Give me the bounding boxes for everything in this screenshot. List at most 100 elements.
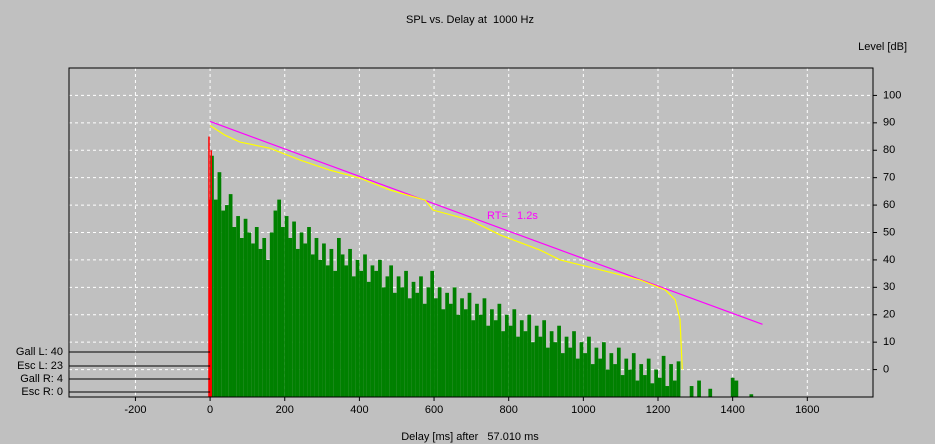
bar <box>333 270 337 397</box>
bar <box>299 232 304 397</box>
bar <box>284 216 289 397</box>
bar <box>519 320 524 397</box>
y-tick-label: 20 <box>883 309 895 321</box>
bar <box>672 380 677 397</box>
bar <box>594 347 599 397</box>
side-label: Gall R: 4 <box>20 373 63 385</box>
x-tick-label: 1600 <box>795 404 819 416</box>
x-tick-label: 600 <box>425 404 443 416</box>
bar <box>654 369 659 397</box>
bar <box>602 342 606 397</box>
x-tick-label: 800 <box>500 404 518 416</box>
bar <box>269 232 274 397</box>
bar <box>564 336 569 397</box>
bar <box>590 364 595 397</box>
bar <box>553 342 558 397</box>
y-tick-label: 70 <box>883 172 895 184</box>
bar <box>310 254 315 397</box>
y-tick-label: 10 <box>883 336 895 348</box>
bar <box>392 292 397 397</box>
x-tick-label: 200 <box>276 404 294 416</box>
bar <box>441 309 446 397</box>
bar <box>232 227 237 397</box>
bar <box>546 347 550 397</box>
bar <box>467 292 472 397</box>
bar <box>378 259 382 397</box>
bar <box>572 331 576 397</box>
bar <box>730 377 735 397</box>
bar <box>549 331 554 397</box>
bar <box>426 287 431 397</box>
bar <box>430 270 435 397</box>
x-tick-label: 400 <box>350 404 368 416</box>
bar <box>307 227 311 397</box>
side-label: Gall L: 40 <box>16 346 63 358</box>
bar <box>277 199 282 397</box>
bar <box>734 380 739 397</box>
bar <box>329 248 334 397</box>
bar <box>273 210 278 397</box>
bar <box>363 254 367 397</box>
bar <box>523 331 528 397</box>
bar <box>340 254 345 397</box>
bar <box>445 292 449 397</box>
bar <box>583 353 588 397</box>
bar <box>560 353 565 397</box>
bar <box>456 314 461 397</box>
chart-title: SPL vs. Delay at 1000 Hz <box>406 14 534 26</box>
plot-area <box>69 68 873 397</box>
bar <box>434 298 438 397</box>
y-tick-label: 60 <box>883 199 895 211</box>
bar <box>486 325 491 397</box>
bar <box>251 243 255 397</box>
bar <box>452 287 457 397</box>
y-tick-label: 100 <box>883 89 901 101</box>
bar <box>359 270 364 397</box>
bar <box>708 388 713 397</box>
bar <box>236 216 240 397</box>
bar <box>411 281 416 397</box>
bar <box>471 320 476 397</box>
bar <box>616 347 621 397</box>
bar <box>493 320 498 397</box>
bar <box>448 303 453 397</box>
bar <box>605 369 610 397</box>
bar <box>609 353 614 397</box>
bar <box>635 380 640 397</box>
bar <box>407 298 412 397</box>
bar <box>209 199 211 397</box>
bar <box>504 314 509 397</box>
bar <box>325 265 330 397</box>
bar <box>228 194 233 397</box>
bar <box>628 369 632 397</box>
bar <box>344 265 349 397</box>
y-axis-label: Level [dB] <box>858 41 907 53</box>
bar <box>385 276 390 397</box>
bar <box>512 309 517 397</box>
bar <box>665 386 670 397</box>
bar <box>542 320 547 397</box>
bar <box>568 347 573 397</box>
bar <box>288 237 293 397</box>
bar <box>579 342 584 397</box>
bar <box>613 364 617 397</box>
bar <box>478 314 483 397</box>
bar <box>697 380 701 397</box>
bar <box>658 377 662 397</box>
x-axis-label: Delay [ms] after 57.010 ms <box>401 431 539 443</box>
bar <box>437 287 442 397</box>
y-tick-label: 30 <box>883 281 895 293</box>
bar <box>366 281 371 397</box>
bar <box>575 358 580 397</box>
bar <box>381 287 386 397</box>
bar <box>620 375 625 397</box>
bar <box>661 355 666 397</box>
bar <box>210 150 212 397</box>
bar <box>225 205 229 397</box>
bar <box>322 243 326 397</box>
bar <box>337 237 341 397</box>
bar <box>650 383 655 397</box>
bar <box>355 259 360 397</box>
bar <box>303 243 308 397</box>
y-tick-label: 80 <box>883 144 895 156</box>
